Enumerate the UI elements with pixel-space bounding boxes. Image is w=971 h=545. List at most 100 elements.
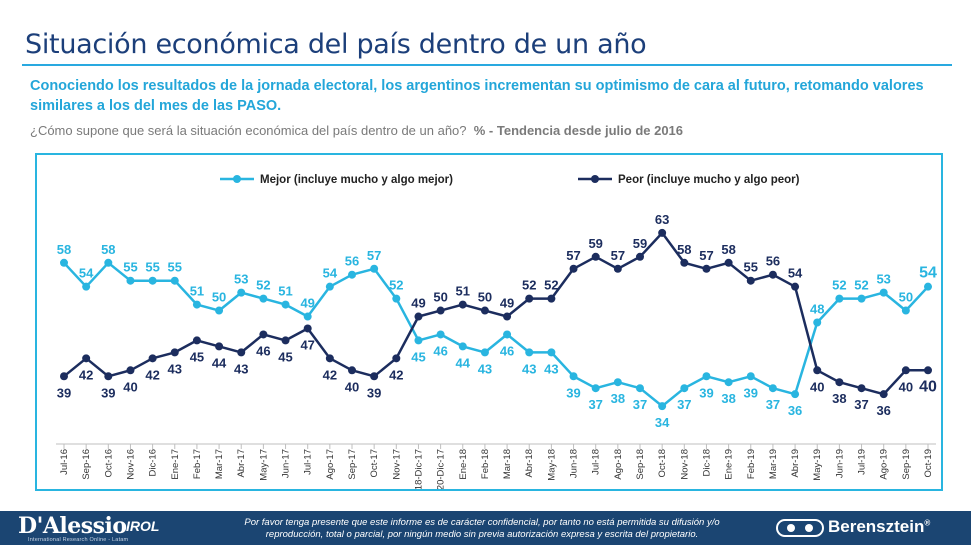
- data-point: [325, 354, 334, 363]
- data-point: [392, 354, 401, 363]
- data-point: [348, 270, 356, 279]
- data-point: [901, 366, 910, 375]
- data-label: 57: [566, 248, 580, 263]
- data-label: 37: [677, 397, 691, 412]
- data-point: [503, 312, 512, 321]
- data-label: 51: [190, 284, 204, 299]
- data-point: [746, 276, 755, 285]
- data-label: 49: [500, 296, 514, 311]
- x-tick-label: Oct-18: [657, 449, 668, 478]
- data-label: 63: [655, 212, 669, 227]
- data-label: 39: [367, 385, 381, 400]
- data-point: [82, 354, 91, 363]
- data-label: 42: [145, 367, 159, 382]
- footer-bar: D'Alessio IROL International Research On…: [0, 511, 971, 545]
- x-tick-label: Nov-17: [391, 449, 402, 480]
- data-point: [237, 288, 246, 297]
- data-point: [480, 348, 489, 357]
- data-point: [237, 348, 246, 357]
- data-point: [126, 366, 135, 375]
- data-point: [436, 306, 445, 315]
- data-label: 51: [456, 284, 470, 299]
- data-point: [835, 294, 844, 303]
- data-label: 42: [389, 367, 403, 382]
- data-point: [658, 228, 667, 237]
- data-point: [281, 336, 290, 345]
- data-point: [702, 372, 711, 381]
- data-point: [170, 276, 179, 285]
- data-point: [857, 294, 866, 303]
- trend-label: % - Tendencia desde julio de 2016: [473, 123, 684, 138]
- data-point: [746, 372, 755, 381]
- data-point: [458, 300, 467, 309]
- data-point: [924, 282, 932, 291]
- line-chart: Jul-16 Sep-16 Oct-16 Nov-16 Dic-16 Ene-17 Feb-…: [56, 174, 937, 489]
- x-tick-label: Jun-17: [281, 449, 292, 478]
- data-point: [901, 306, 910, 315]
- dalessio-logo: D'Alessio: [18, 513, 127, 539]
- data-point: [658, 402, 667, 411]
- data-label: 52: [854, 278, 868, 293]
- x-tick-label: Oct-16: [103, 449, 114, 478]
- data-point: [680, 258, 689, 267]
- data-label: 48: [810, 302, 824, 317]
- x-tick-label: May-17: [258, 449, 269, 481]
- page-title: Situación económica del país dentro de u…: [25, 29, 647, 60]
- data-label: 49: [300, 296, 314, 311]
- x-tick-label: Sep-19: [901, 449, 912, 480]
- data-label: 46: [256, 343, 270, 358]
- data-point: [879, 390, 888, 399]
- data-label: 38: [611, 391, 625, 406]
- data-label: 38: [832, 391, 846, 406]
- data-point: [702, 264, 711, 273]
- data-point: [215, 306, 224, 315]
- data-point: [414, 336, 423, 345]
- data-point: [547, 294, 556, 303]
- data-label: 57: [699, 248, 713, 263]
- data-label: 55: [168, 260, 182, 275]
- data-point: [879, 288, 888, 297]
- x-tick-label: Ago-17: [325, 449, 336, 480]
- berensztein-logo-icon: [776, 519, 824, 537]
- page-subtitle: Conociendo los resultados de la jornada …: [30, 78, 924, 114]
- series-line: [63, 261, 929, 408]
- data-point: [724, 378, 733, 387]
- legend-label: Peor (incluye mucho y algo peor): [618, 174, 800, 186]
- data-point: [525, 348, 534, 357]
- data-point: [636, 384, 644, 393]
- data-point: [104, 258, 113, 267]
- x-tick-label: Feb-18: [480, 449, 491, 479]
- x-tick-label: Nov-18: [679, 449, 690, 480]
- data-label: 43: [544, 361, 558, 376]
- data-label: 46: [500, 343, 514, 358]
- data-label: 51: [278, 284, 292, 299]
- question-text: ¿Cómo supone que será la situación econó…: [30, 123, 467, 138]
- berensztein-logo-text: Berensztein®: [828, 517, 931, 536]
- data-point: [170, 348, 179, 357]
- data-label: 43: [478, 361, 492, 376]
- data-point: [148, 354, 157, 363]
- data-point: [192, 300, 201, 309]
- data-point: [148, 276, 157, 285]
- x-tick-label: May-18: [546, 449, 557, 481]
- data-point: [303, 312, 312, 321]
- x-tick-label: Jul-17: [303, 449, 314, 475]
- data-label: 52: [544, 278, 558, 293]
- x-tick-label: Jun-18: [569, 449, 580, 478]
- data-point: [126, 276, 135, 285]
- data-point: [104, 372, 113, 381]
- data-label: 59: [633, 236, 647, 251]
- data-label: 42: [79, 367, 93, 382]
- data-label: 40: [810, 379, 824, 394]
- data-label: 54: [919, 265, 937, 282]
- data-point: [613, 378, 622, 387]
- data-point: [303, 324, 312, 333]
- data-point: [60, 372, 68, 381]
- data-label: 45: [278, 349, 292, 364]
- x-tick-label: Sep-18: [635, 449, 646, 480]
- x-tick-label: Jul-18: [591, 449, 602, 475]
- legend-marker: [233, 175, 241, 183]
- data-label: 58: [721, 242, 735, 257]
- data-label: 38: [721, 391, 735, 406]
- data-point: [835, 378, 844, 387]
